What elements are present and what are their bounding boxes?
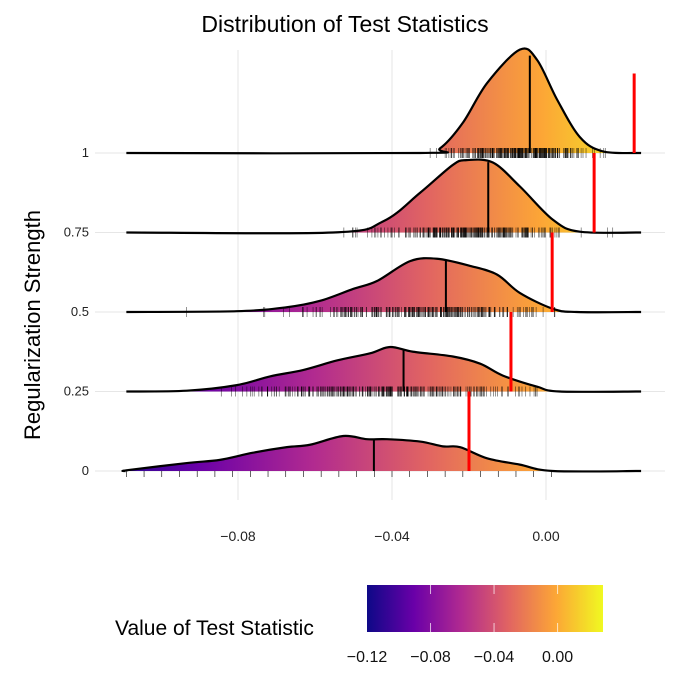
y-tick-label: 0.75 (64, 225, 89, 240)
rug-marks (220, 386, 538, 397)
y-tick-label: 0.25 (64, 384, 89, 399)
rug-marks (126, 471, 552, 477)
density-fill (126, 346, 642, 392)
colorbar (367, 585, 603, 632)
rug-marks (429, 148, 606, 158)
ridge-0.75 (126, 153, 642, 238)
density-fill (126, 48, 642, 154)
ridge-0.25 (126, 312, 642, 397)
chart-title: Distribution of Test Statistics (201, 11, 488, 37)
x-tick-label: −0.08 (220, 528, 256, 544)
ridge-0.5 (126, 232, 642, 317)
density-curve (126, 345, 642, 393)
colorbar-tick-label: −0.04 (474, 649, 515, 666)
density-fill (126, 258, 642, 313)
x-axis: −0.08 −0.04 0.00 (220, 528, 560, 544)
y-tick-label: 0 (82, 463, 89, 478)
legend: Value of Test Statistic −0.12 −0.08 −0.04 0… (115, 585, 603, 666)
y-axis-label: Regularization Strength (20, 210, 45, 440)
density-curve (121, 434, 642, 473)
colorbar-tick-label: −0.12 (347, 649, 388, 666)
grid (95, 50, 665, 500)
colorbar-tick-label: −0.08 (410, 649, 451, 666)
x-tick-label: −0.04 (374, 528, 410, 544)
density-fill (126, 159, 642, 234)
colorbar-tick-label: 0.00 (542, 649, 573, 666)
ridges (121, 47, 642, 477)
x-tick-label: 0.00 (532, 528, 559, 544)
density-curve (126, 158, 642, 235)
ridge-1 (126, 47, 642, 158)
y-tick-label: 0.5 (71, 304, 89, 319)
legend-title: Value of Test Statistic (115, 617, 314, 640)
density-fill (122, 435, 642, 472)
density-curve (126, 47, 642, 155)
y-axis: 1 0.75 0.5 0.25 0 (64, 145, 89, 478)
ridge-0 (121, 391, 642, 477)
y-tick-label: 1 (82, 145, 89, 160)
